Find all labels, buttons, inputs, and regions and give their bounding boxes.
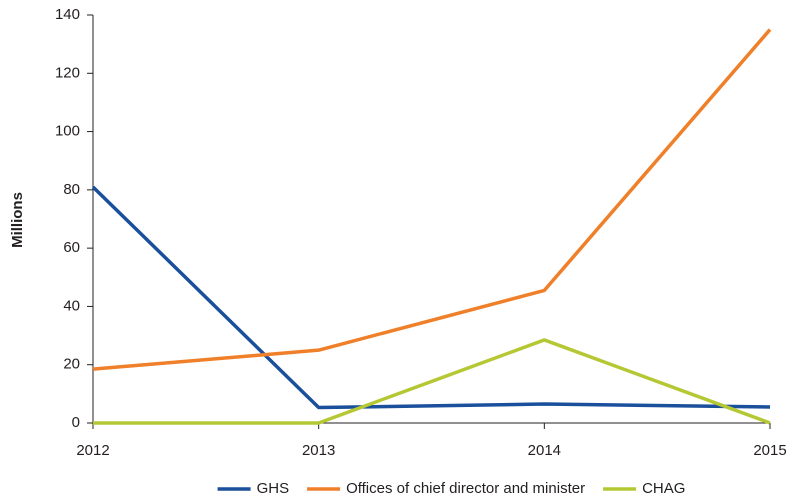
x-tick-label: 2012 — [76, 442, 109, 459]
y-tick-label: 40 — [63, 297, 80, 314]
legend-label: CHAG — [642, 480, 685, 497]
y-tick-label: 0 — [72, 414, 80, 431]
y-tick-label: 20 — [63, 356, 80, 373]
y-tick-label: 120 — [55, 64, 80, 81]
x-tick-label: 2015 — [753, 442, 786, 459]
x-tick-label: 2013 — [302, 442, 335, 459]
x-tick-label: 2014 — [528, 442, 561, 459]
series-line — [93, 338, 771, 425]
series-line — [92, 28, 772, 371]
series-line — [91, 185, 771, 410]
y-tick-label: 100 — [55, 123, 80, 140]
y-axis-label: Millions — [9, 192, 26, 248]
y-tick-label: 60 — [63, 239, 80, 256]
legend-label: GHS — [257, 480, 290, 497]
legend-label: Offices of chief director and minister — [346, 480, 585, 497]
y-tick-label: 140 — [55, 6, 80, 23]
y-tick-label: 80 — [63, 181, 80, 198]
